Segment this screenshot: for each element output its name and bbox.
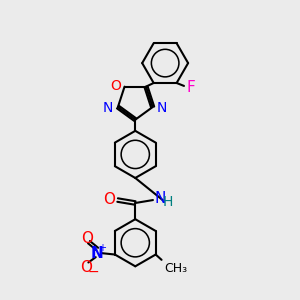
Text: N: N bbox=[103, 100, 113, 115]
Text: H: H bbox=[163, 194, 173, 208]
Text: F: F bbox=[187, 80, 195, 95]
Text: O: O bbox=[81, 231, 93, 246]
Text: −: − bbox=[88, 265, 100, 279]
Text: N: N bbox=[154, 191, 166, 206]
Text: CH₃: CH₃ bbox=[164, 262, 187, 275]
Text: +: + bbox=[98, 243, 106, 253]
Text: N: N bbox=[91, 246, 103, 261]
Text: O: O bbox=[110, 79, 121, 93]
Text: N: N bbox=[157, 100, 167, 115]
Text: O: O bbox=[103, 192, 115, 207]
Text: O: O bbox=[81, 260, 93, 275]
